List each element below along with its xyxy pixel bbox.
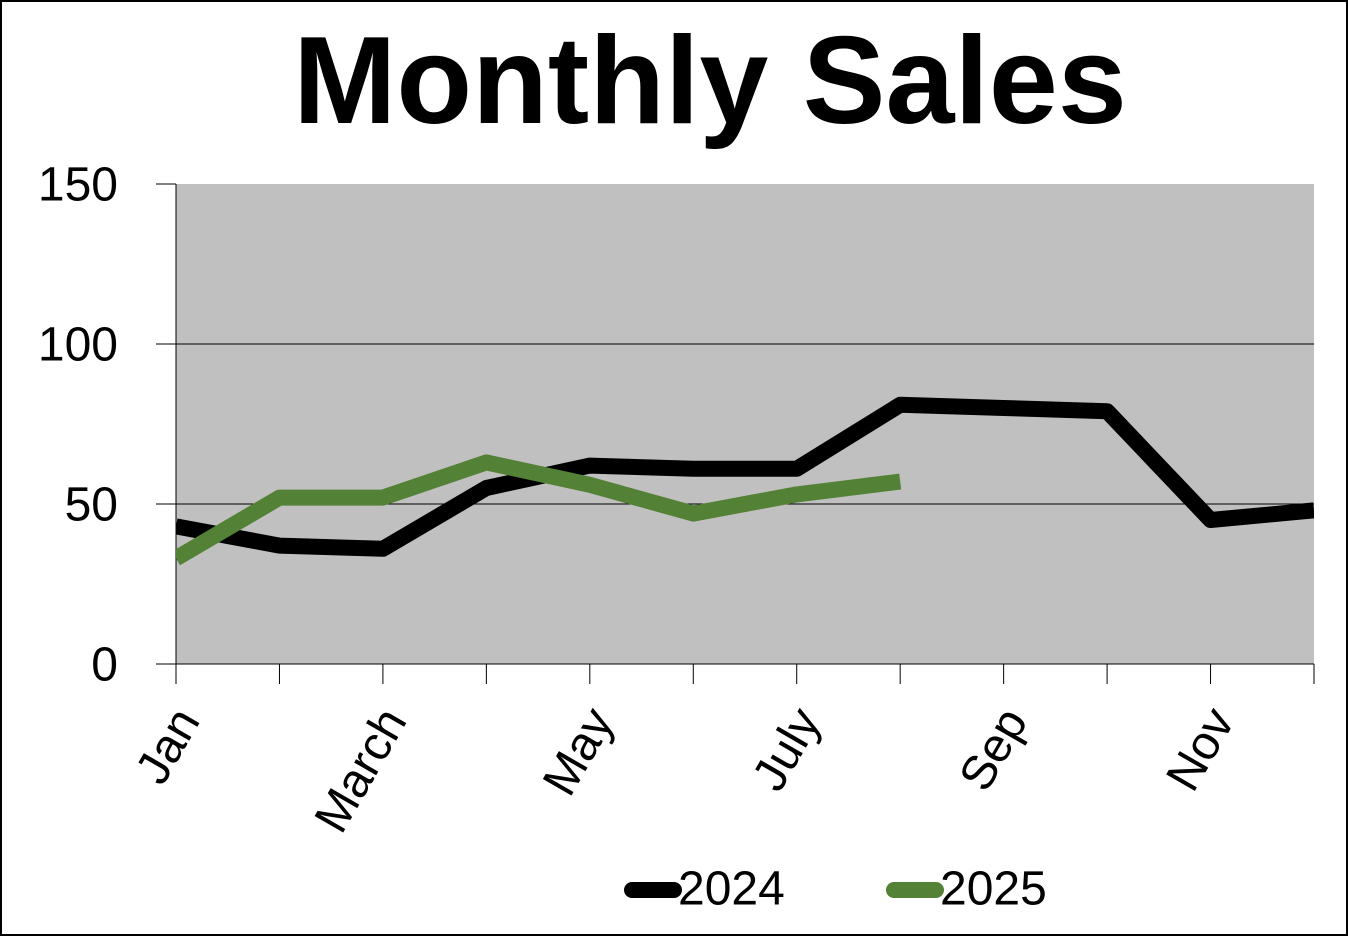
y-tick-label: 100 xyxy=(38,319,118,372)
y-tick-label: 0 xyxy=(91,639,118,692)
legend-label: 2024 xyxy=(678,863,785,916)
y-tick-label: 150 xyxy=(38,159,118,212)
series-line xyxy=(176,454,902,566)
y-tick-label: 50 xyxy=(65,479,118,532)
chart-title: Monthly Sales xyxy=(293,12,1127,150)
plot-area xyxy=(176,184,1314,664)
legend-label: 2025 xyxy=(940,863,1047,916)
series-line xyxy=(176,396,1314,557)
